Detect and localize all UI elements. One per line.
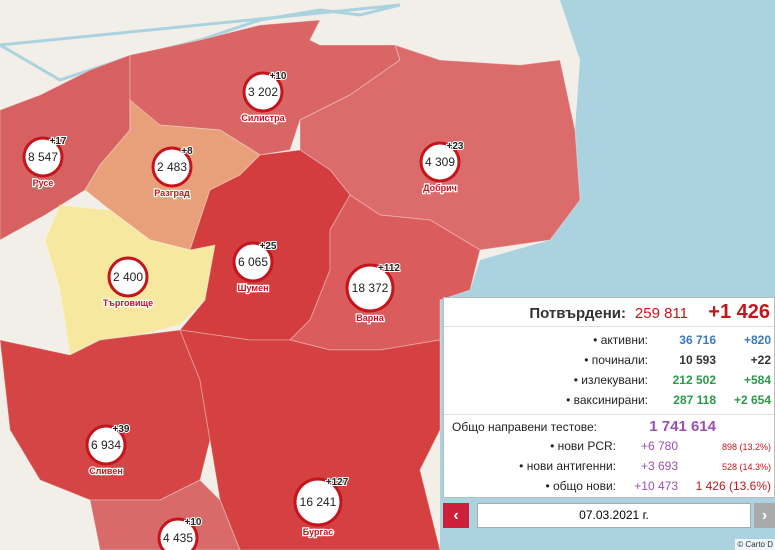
region-name: Шумен [237, 283, 268, 293]
region-value: 6 065 [238, 255, 268, 269]
region-value: 6 934 [91, 438, 121, 452]
test-label: • нови антигенни: [519, 459, 616, 473]
stat-value: 36 716 [679, 333, 716, 347]
river [0, 3, 401, 82]
stat-delta: +584 [743, 373, 771, 387]
test-positive: 528 (14.3%) [721, 462, 771, 472]
confirmed-row: Потвърдени: 259 811 +1 426 [444, 300, 774, 327]
region-value: 3 202 [248, 85, 278, 99]
region-value: 2 400 [113, 270, 143, 284]
test-positive: 898 (13.2%) [721, 442, 771, 452]
region-marker[interactable] [85, 424, 127, 466]
region-value: 8 547 [28, 150, 58, 164]
tests-label: Общо направени тестове: [452, 420, 597, 434]
region-marker[interactable] [242, 71, 284, 113]
test-label: • нови PCR: [550, 439, 616, 453]
region-name: Варна [356, 313, 384, 323]
stat-label: • починали: [584, 353, 648, 367]
stat-value: 287 118 [673, 393, 716, 407]
test-row: • нови антигенни: +3 693 528 (14.3%) [444, 456, 774, 476]
region-delta: +25 [260, 241, 277, 252]
test-value: +3 693 [640, 459, 678, 473]
region-value: 2 483 [157, 160, 187, 174]
stat-delta: +2 654 [733, 393, 771, 407]
tests-value: 1 741 614 [649, 418, 716, 435]
confirmed-label: Потвърдени: [529, 305, 626, 322]
stat-delta: +22 [750, 353, 771, 367]
region-delta: +8 [181, 146, 193, 157]
test-row: • общо нови: +10 473 1 426 (13.6%) [444, 476, 774, 496]
date-field[interactable]: 07.03.2021 г. [477, 503, 751, 528]
region-marker[interactable] [232, 241, 274, 283]
region-name: Разград [154, 188, 190, 198]
stat-delta: +820 [743, 333, 771, 347]
stat-row: • излекувани: 212 502 +584 [444, 370, 774, 390]
region-name: Добрич [423, 183, 457, 193]
stat-value: 10 593 [679, 353, 716, 367]
stat-value: 212 502 [672, 373, 716, 387]
region-delta: +23 [447, 141, 464, 152]
test-positive: 1 426 (13.6%) [695, 479, 771, 493]
region-marker[interactable] [151, 146, 193, 188]
region-delta: +39 [113, 424, 130, 435]
region-delta: +10 [270, 71, 287, 82]
region-value: 18 372 [352, 281, 389, 295]
test-row: • нови PCR: +6 780 898 (13.2%) [444, 436, 774, 456]
region-delta: +10 [185, 517, 202, 528]
region-south [89, 479, 241, 550]
region-marker[interactable] [22, 136, 64, 178]
stat-row: • активни: 36 716 +820 [444, 330, 774, 350]
region-marker[interactable] [293, 477, 343, 527]
stat-row: • починали: 10 593 +22 [444, 350, 774, 370]
region-delta: +112 [378, 263, 400, 274]
stat-label: • активни: [593, 333, 648, 347]
region-name: Бургас [303, 527, 334, 537]
region-name: Търговище [103, 298, 153, 308]
region-name: Силистра [241, 113, 285, 123]
region-marker[interactable] [419, 141, 461, 183]
region-value: 4 435 [163, 531, 193, 545]
confirmed-delta: +1 426 [708, 301, 770, 323]
tests-row: Общо направени тестове: 1 741 614 [444, 414, 774, 437]
stat-row: • ваксинирани: 287 118 +2 654 [444, 390, 774, 410]
region-burgas [179, 329, 441, 550]
region-delta: +17 [50, 136, 67, 147]
region-name: Русе [33, 178, 54, 188]
stat-label: • излекувани: [573, 373, 648, 387]
test-label: • общо нови: [545, 479, 616, 493]
confirmed-value: 259 811 [634, 305, 688, 322]
region-value: 16 241 [300, 495, 337, 509]
prev-button[interactable]: ‹ [443, 503, 469, 528]
next-button[interactable]: › [754, 503, 775, 528]
region-marker[interactable] [345, 263, 395, 313]
region-marker[interactable] [107, 256, 149, 298]
region-marker[interactable] [157, 517, 199, 550]
stat-label: • ваксинирани: [566, 393, 648, 407]
attribution: © Carto D [735, 539, 775, 550]
region-value: 4 309 [425, 155, 455, 169]
stats-panel: Потвърдени: 259 811 +1 426 • активни: 36 716… [443, 297, 775, 498]
test-value: +10 473 [634, 479, 678, 493]
region-delta: +127 [326, 477, 349, 488]
test-value: +6 780 [640, 439, 678, 453]
region-name: Сливен [89, 466, 123, 476]
date-bar: ‹ 07.03.2021 г. › [443, 503, 775, 528]
